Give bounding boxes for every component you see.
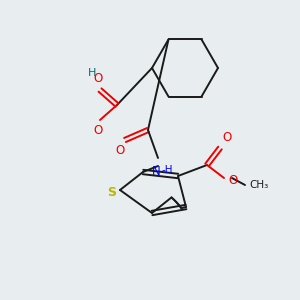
Text: S: S (107, 185, 116, 199)
Text: O: O (93, 124, 103, 137)
Text: O: O (93, 72, 103, 85)
Text: N: N (152, 165, 160, 178)
Text: -H: -H (161, 165, 173, 175)
Text: O: O (116, 144, 124, 157)
Text: O: O (228, 173, 237, 187)
Text: H: H (88, 68, 96, 78)
Text: O: O (222, 131, 231, 144)
Text: CH₃: CH₃ (249, 180, 268, 190)
